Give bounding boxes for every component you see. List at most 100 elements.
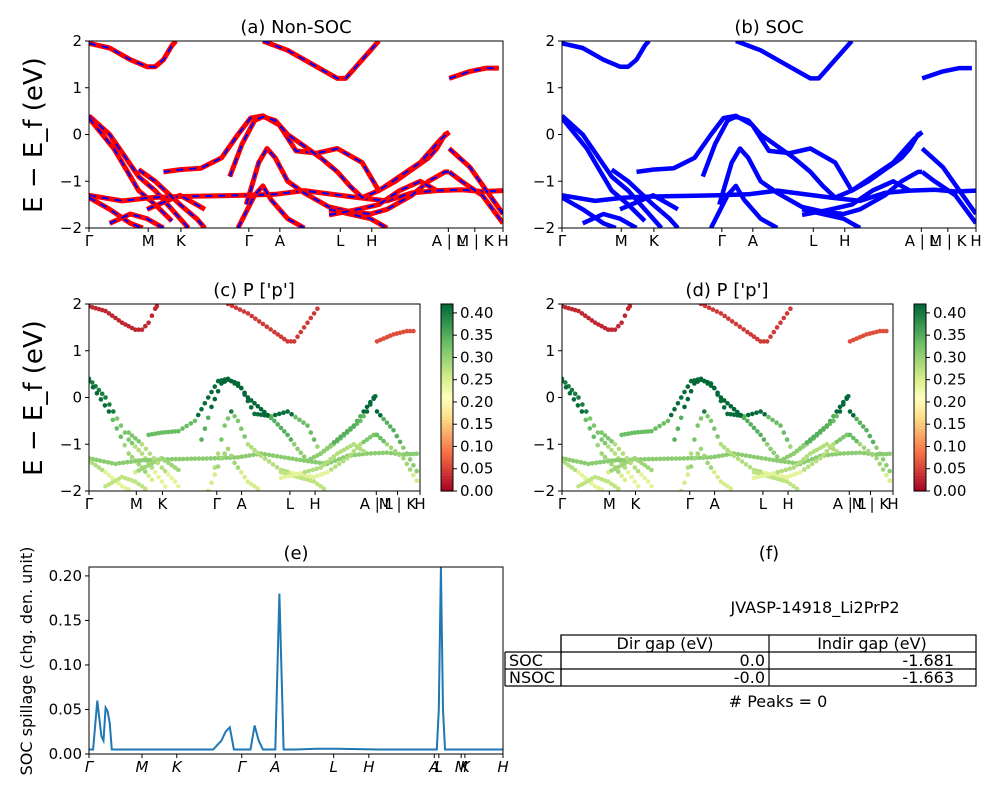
band-point	[635, 484, 641, 489]
band-point	[572, 467, 578, 473]
colorbar-segment	[441, 350, 453, 355]
colorbar-tick-label: 0.25	[460, 371, 493, 389]
colorbar-segment	[441, 322, 453, 327]
band-point	[817, 456, 823, 461]
band-point	[755, 336, 760, 342]
colorbar-segment	[914, 369, 926, 374]
band-point	[388, 445, 394, 451]
band-point	[204, 456, 210, 461]
colorbar-tick-label: 0.30	[460, 348, 493, 366]
band-point	[224, 455, 229, 461]
band-point	[298, 450, 304, 456]
band-point	[814, 431, 820, 437]
colorbar-segment	[441, 385, 453, 389]
band-point	[599, 430, 604, 435]
band-point	[720, 453, 725, 458]
band-point	[311, 479, 317, 484]
panel-b-xtick-label: A	[748, 232, 759, 250]
band-point	[798, 445, 803, 451]
colorbar-segment	[441, 372, 453, 377]
band-point	[96, 465, 102, 470]
colorbar-segment	[914, 372, 926, 377]
band-point	[126, 451, 131, 456]
band-point	[147, 451, 153, 456]
band-point	[222, 451, 227, 456]
band-point	[358, 413, 363, 419]
band-point	[620, 451, 626, 456]
band-point	[311, 311, 317, 316]
colorbar-segment	[914, 347, 926, 352]
band-point	[582, 475, 588, 481]
panel-c-ytick-label: −2	[60, 482, 82, 500]
band-point	[169, 475, 175, 481]
band-point	[132, 458, 138, 464]
colorbar-tick-label: 0.15	[460, 415, 493, 433]
band-point	[129, 440, 135, 446]
band-point	[705, 413, 710, 419]
band-point	[612, 327, 618, 333]
band-point	[99, 391, 105, 397]
band-point	[837, 404, 843, 410]
colorbar-segment	[441, 332, 453, 336]
colorbar-segment	[914, 388, 926, 392]
colorbar-segment	[914, 394, 926, 399]
band-line-soc-8	[700, 114, 924, 200]
band-point	[374, 409, 380, 414]
band-point	[143, 323, 148, 329]
band-point	[96, 387, 102, 393]
colorbar-frame	[913, 303, 927, 492]
band-point	[176, 484, 181, 489]
colorbar-segment	[441, 438, 453, 442]
band-point	[270, 462, 276, 467]
band-point	[407, 467, 413, 472]
band-point	[787, 466, 792, 472]
band-point	[262, 452, 268, 457]
band-point	[270, 453, 276, 458]
band-point	[103, 395, 108, 400]
band-point	[764, 339, 770, 344]
band-point	[864, 427, 869, 433]
band-point	[159, 430, 165, 435]
band-point	[298, 329, 304, 335]
panel-a-xtick-label: M | K	[456, 232, 495, 250]
band-point	[567, 391, 573, 396]
colorbar-frame	[440, 303, 454, 492]
band-point	[595, 430, 601, 435]
band-point	[358, 418, 363, 424]
band-point	[768, 446, 773, 452]
band-point	[301, 325, 307, 330]
panel-a-ytick-label: 1	[72, 79, 82, 97]
band-point	[587, 416, 593, 421]
band-point	[748, 422, 753, 427]
band-point	[404, 451, 410, 456]
band-point	[411, 451, 416, 457]
band-point	[136, 327, 141, 333]
band-point	[371, 396, 377, 402]
band-point	[331, 440, 337, 445]
band-point	[245, 479, 251, 484]
band-point	[774, 325, 780, 330]
band-point	[669, 456, 675, 461]
band-point	[209, 404, 214, 410]
band-point	[616, 446, 622, 452]
nsoc-dir-gap: -0.0	[734, 668, 765, 687]
band-point	[103, 484, 108, 489]
band-point	[601, 459, 607, 465]
band-point	[738, 412, 743, 418]
band-point	[582, 313, 588, 319]
material-id: JVASP-14918_Li2PrP2	[729, 598, 899, 618]
col-header-indir-gap: Indir gap (eV)	[817, 634, 927, 653]
panel-c-ylabel: E − E_f (eV)	[19, 320, 49, 476]
band-point	[827, 444, 833, 449]
band-point	[166, 429, 171, 435]
colorbar-segment	[441, 388, 453, 392]
band-point	[180, 426, 185, 431]
band-point	[237, 307, 243, 312]
band-point	[791, 484, 796, 489]
band-point	[806, 458, 811, 464]
band-point	[282, 429, 287, 434]
band-line-soc-2	[562, 187, 976, 204]
colorbar-tick-label: 0.05	[460, 460, 493, 478]
panel-c-xtick-label: Γ	[85, 495, 94, 513]
panel-b-title: (b) SOC	[734, 17, 803, 38]
